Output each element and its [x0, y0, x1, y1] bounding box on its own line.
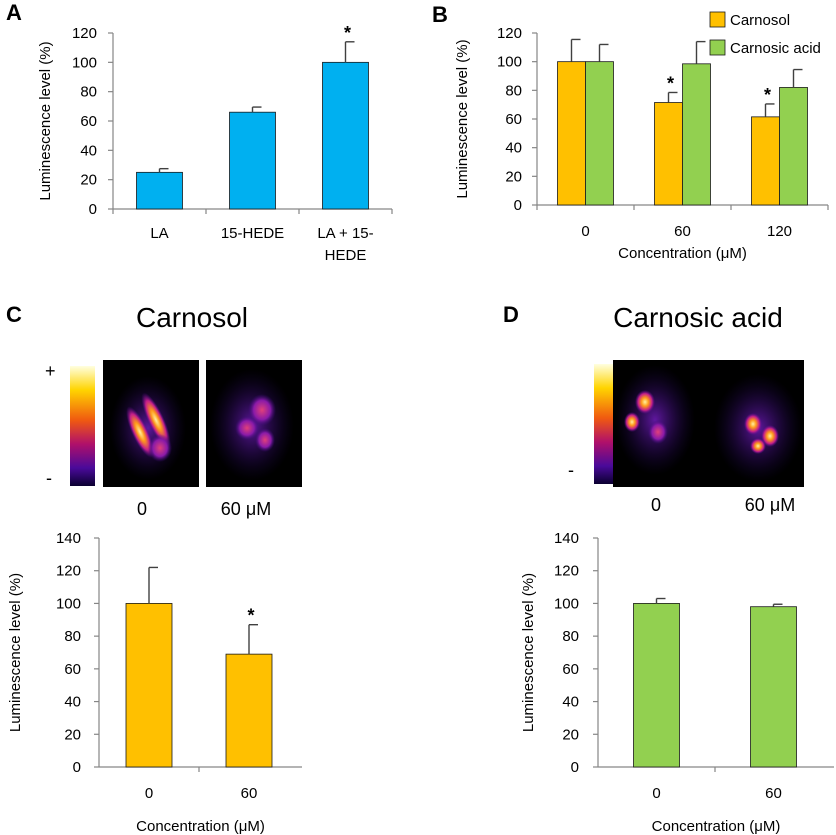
- chart-b-bar: [585, 61, 614, 206]
- chart-c-y-tick-label: 40: [64, 694, 81, 711]
- chart-d-y-tick-label: 120: [554, 563, 579, 580]
- chart-b-legend-swatch: [709, 11, 726, 28]
- panel-c-title: Carnosol: [136, 302, 248, 333]
- chart-c: 0 20 40 60 80 100 120 140 Luminescence level (%)…: [7, 530, 302, 835]
- chart-c-y-tick-label: 140: [56, 530, 81, 547]
- chart-b-y-tick-label: 20: [505, 168, 522, 185]
- image-carnosic-acid-60: [708, 360, 804, 487]
- image-carnosic-acid-0: [613, 360, 709, 487]
- chart-b-y-tick-label: 80: [505, 82, 522, 99]
- image-label-d-60: 60 μM: [745, 495, 795, 515]
- chart-a-y-tick-label: 40: [80, 142, 97, 159]
- image-label-c-0: 0: [137, 499, 147, 519]
- chart-b-category-label: 120: [767, 223, 792, 240]
- chart-c-bar: [225, 653, 273, 768]
- chart-b-legend-swatch: [709, 39, 726, 56]
- panel-letter-b: B: [432, 2, 448, 27]
- chart-b-y-tick-label: 100: [497, 54, 522, 71]
- chart-d-category-label: 60: [765, 785, 782, 802]
- colorbar-c-plus: +: [45, 361, 56, 381]
- chart-c-y-tick-label: 60: [64, 661, 81, 678]
- chart-c-y-tick-label: 20: [64, 726, 81, 743]
- chart-c-y-axis-label: Luminescence level (%): [7, 573, 24, 732]
- chart-b-bar: [682, 63, 711, 206]
- chart-d-bar: [633, 603, 680, 768]
- chart-a-bar: [136, 171, 183, 210]
- chart-b-bar: [557, 61, 586, 206]
- chart-b-legend-label: Carnosic acid: [730, 40, 821, 57]
- chart-a: 0 20 40 60 80 100 120 Luminescence level (%) LA 1…: [37, 23, 393, 264]
- chart-c-significance-marker: *: [247, 606, 254, 626]
- chart-d-y-tick-label: 0: [571, 759, 579, 776]
- chart-a-y-tick-label: 0: [89, 201, 97, 218]
- chart-d-category-label: 0: [652, 785, 660, 802]
- chart-b-legend-label: Carnosol: [730, 12, 790, 29]
- chart-b-x-axis-label: Concentration (μM): [618, 245, 747, 262]
- panel-letter-c: C: [6, 302, 22, 327]
- chart-a-y-tick-label: 80: [80, 84, 97, 101]
- colorbar-c: [70, 366, 95, 486]
- chart-a-category-label: LA: [150, 225, 168, 242]
- chart-a-y-tick-label: 100: [72, 54, 97, 71]
- chart-c-category-label: 60: [241, 785, 258, 802]
- image-carnosol-0: [103, 360, 199, 487]
- chart-b-y-tick-label: 40: [505, 140, 522, 157]
- chart-d: 0 20 40 60 80 100 120 140 Luminescence level (%)…: [520, 530, 834, 835]
- panel-letter-a: A: [6, 0, 22, 25]
- chart-b-bar: [654, 102, 683, 206]
- chart-d-y-tick-label: 20: [562, 726, 579, 743]
- chart-b-y-tick-label: 0: [514, 197, 522, 214]
- chart-d-y-tick-label: 80: [562, 628, 579, 645]
- chart-a-y-axis-label: Luminescence level (%): [37, 41, 54, 200]
- colorbar-c-minus: -: [46, 468, 52, 488]
- chart-c-y-tick-label: 120: [56, 563, 81, 580]
- chart-c-bar: [125, 603, 173, 768]
- chart-a-y-tick-label: 60: [80, 113, 97, 130]
- chart-b-y-tick-label: 120: [497, 25, 522, 42]
- chart-a-category-label: LA + 15-: [317, 225, 373, 242]
- chart-b-bar: [779, 87, 808, 206]
- image-label-c-60: 60 μM: [221, 499, 271, 519]
- chart-d-x-axis-label: Concentration (μM): [652, 818, 781, 835]
- chart-a-bar: [229, 111, 276, 210]
- panel-d-title: Carnosic acid: [613, 302, 783, 333]
- chart-c-x-axis-label: Concentration (μM): [136, 818, 265, 835]
- panel-letter-d: D: [503, 302, 519, 327]
- image-carnosol-60: [206, 360, 302, 487]
- colorbar-d-minus: -: [568, 460, 574, 480]
- chart-a-category-label: HEDE: [325, 247, 367, 264]
- chart-b-bar: [751, 116, 780, 206]
- chart-c-y-tick-label: 0: [73, 759, 81, 776]
- chart-d-y-tick-label: 100: [554, 595, 579, 612]
- chart-c-y-tick-label: 80: [64, 628, 81, 645]
- chart-d-y-tick-label: 40: [562, 694, 579, 711]
- chart-b-significance-marker: *: [667, 73, 674, 93]
- chart-d-y-tick-label: 60: [562, 661, 579, 678]
- chart-d-y-tick-label: 140: [554, 530, 579, 547]
- chart-b-significance-marker: *: [764, 85, 771, 105]
- chart-b-category-label: 60: [674, 223, 691, 240]
- chart-b-y-tick-label: 60: [505, 111, 522, 128]
- chart-a-bar: [322, 61, 369, 210]
- chart-a-category-label: 15-HEDE: [221, 225, 284, 242]
- chart-d-bar: [750, 606, 797, 768]
- chart-b-y-axis-label: Luminescence level (%): [454, 39, 471, 198]
- chart-d-y-axis-label: Luminescence level (%): [520, 573, 537, 732]
- chart-a-y-tick-label: 20: [80, 172, 97, 189]
- chart-c-y-tick-label: 100: [56, 595, 81, 612]
- chart-c-category-label: 0: [145, 785, 153, 802]
- chart-a-significance-marker: *: [344, 23, 351, 43]
- chart-a-y-tick-label: 120: [72, 25, 97, 42]
- chart-b-category-label: 0: [581, 223, 589, 240]
- chart-b: 0 20 40 60 80 100 120 Luminescence level (%) Con…: [454, 11, 829, 262]
- image-label-d-0: 0: [651, 495, 661, 515]
